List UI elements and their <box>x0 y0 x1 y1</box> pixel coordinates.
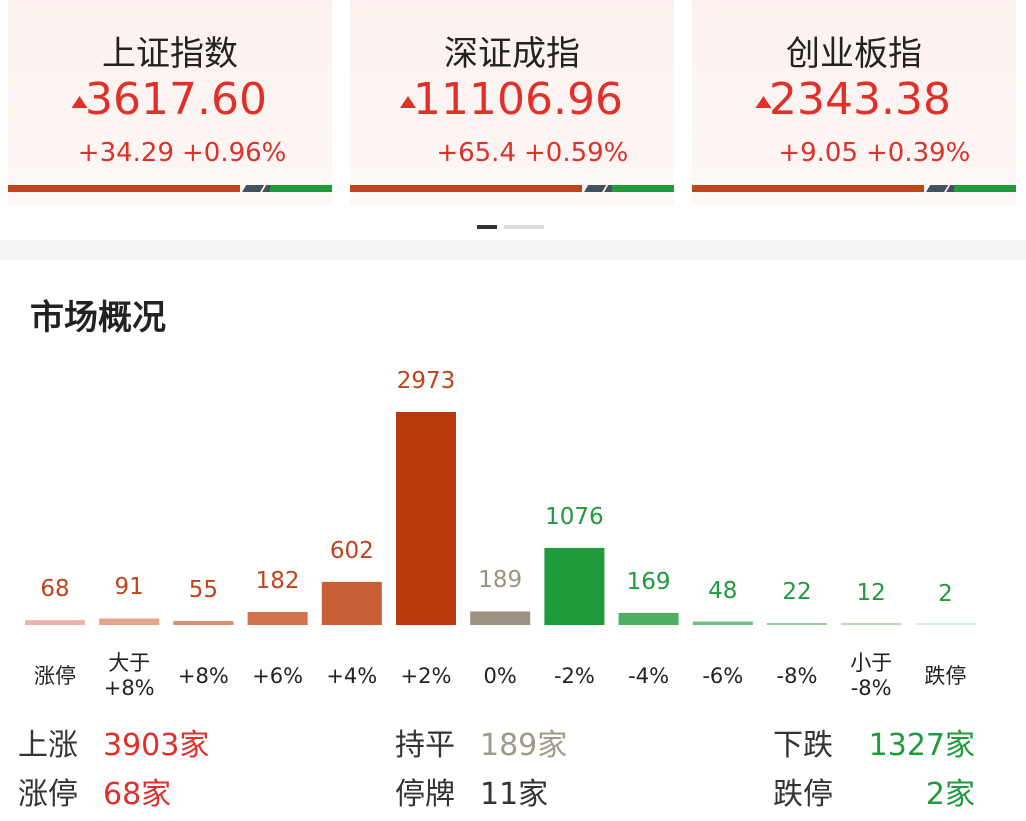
index-value: 11106.96 <box>413 74 623 125</box>
index-value: 3617.60 <box>85 74 267 125</box>
trend-up <box>350 185 582 192</box>
summary-label: 上涨 <box>18 728 78 763</box>
category-label: -6% <box>702 664 744 688</box>
value-label: 68 <box>40 576 70 603</box>
index-name: 深证成指 <box>444 34 580 74</box>
bar <box>99 618 160 625</box>
up-arrow <box>71 96 88 108</box>
bar <box>247 611 308 625</box>
bar <box>767 623 827 625</box>
value-label: 182 <box>255 567 300 594</box>
index-percent: +0.96% <box>182 138 287 168</box>
category-label: 小于 -8% <box>850 651 893 700</box>
value-label: 2 <box>938 580 953 607</box>
bar <box>321 581 382 625</box>
value-label: 91 <box>114 574 144 601</box>
value-label: 22 <box>782 579 812 606</box>
trend-down <box>612 185 674 192</box>
pager-dot <box>504 225 544 229</box>
category-label: +2% <box>400 664 452 688</box>
bar <box>173 621 234 625</box>
value-label: 12 <box>856 580 886 607</box>
value-label: 189 <box>478 567 523 594</box>
category-label: 跌停 <box>924 664 967 688</box>
summary-value: 2家 <box>925 777 975 812</box>
section-title: 市场概况 <box>30 298 166 338</box>
trend-down <box>270 185 332 192</box>
index-value: 2343.38 <box>769 74 951 125</box>
index-card[interactable] <box>692 0 1016 205</box>
trend-flat <box>926 185 949 192</box>
value-label: 1076 <box>545 503 604 530</box>
index-name: 创业板指 <box>786 34 922 74</box>
category-label: -8% <box>776 664 818 688</box>
trend-up <box>8 185 240 192</box>
summary-value: 68家 <box>103 777 172 812</box>
bar-base <box>915 623 976 625</box>
bar-base <box>841 623 902 625</box>
summary-label: 跌停 <box>773 777 833 812</box>
category-label: +4% <box>326 664 378 688</box>
value-label: 48 <box>708 577 738 604</box>
bar <box>25 620 85 625</box>
bar <box>618 612 679 625</box>
category-label: +8% <box>177 664 229 688</box>
value-label: 2973 <box>396 368 456 394</box>
value-label: 169 <box>626 568 671 595</box>
index-change: +34.29 <box>77 138 174 168</box>
separator <box>0 240 1026 260</box>
trend-down <box>954 185 1016 192</box>
category-label: 0% <box>483 664 517 688</box>
index-card[interactable] <box>8 0 332 205</box>
summary-value: 1327家 <box>868 728 975 763</box>
pager-active <box>477 225 497 229</box>
trend-up <box>692 185 924 192</box>
index-change: +65.4 <box>436 138 516 168</box>
trend-flat <box>242 185 265 192</box>
bar <box>396 412 456 625</box>
summary-label: 停牌 <box>395 777 455 812</box>
up-arrow <box>755 96 772 108</box>
trend-flat <box>584 185 607 192</box>
summary-value: 189家 <box>480 728 568 763</box>
value-label: 55 <box>188 577 219 604</box>
up-arrow <box>400 96 416 108</box>
index-name: 上证指数 <box>102 34 238 74</box>
summary-label: 持平 <box>395 728 455 763</box>
value-label: 602 <box>329 537 374 564</box>
bar <box>544 547 605 625</box>
index-change: +9.05 <box>778 138 858 168</box>
summary-value: 11家 <box>480 777 549 812</box>
category-label: 涨停 <box>34 664 76 688</box>
summary-label: 下跌 <box>773 728 833 763</box>
bar <box>841 624 902 625</box>
index-percent: +0.39% <box>866 138 971 168</box>
category-label: -2% <box>553 664 595 688</box>
summary-label: 涨停 <box>18 777 78 812</box>
bar <box>470 611 531 625</box>
bar <box>692 621 753 625</box>
index-percent: +0.59% <box>524 138 629 168</box>
summary-value: 3903家 <box>103 728 210 763</box>
category-label: 大于 +8% <box>103 651 155 700</box>
category-label: -4% <box>628 664 670 688</box>
category-label: +6% <box>252 664 304 688</box>
